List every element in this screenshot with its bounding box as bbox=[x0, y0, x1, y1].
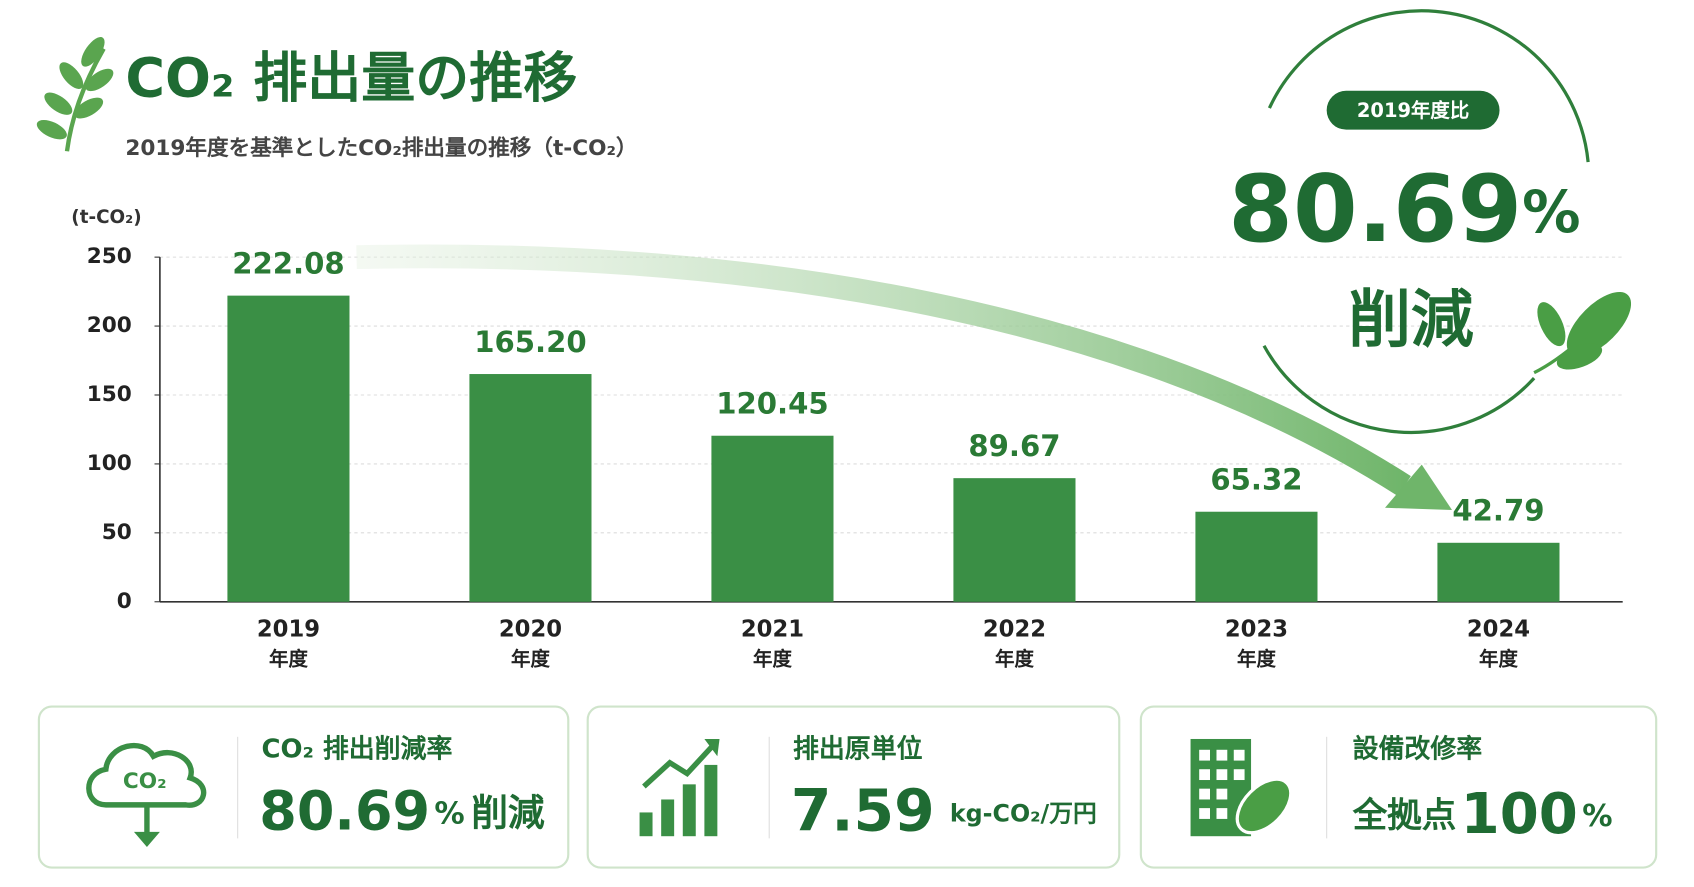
y-tick-label: 150 bbox=[87, 382, 132, 407]
bar bbox=[1195, 511, 1318, 602]
bar bbox=[711, 435, 834, 602]
trend-arrow bbox=[356, 244, 1411, 497]
bar bbox=[1437, 542, 1560, 602]
callout-badge: 2019年度比 bbox=[1357, 99, 1469, 122]
card-unit: kg-CO₂/万円 bbox=[950, 799, 1097, 827]
chart-subtitle: 2019年度を基準としたCO₂排出量の推移（t-CO₂） bbox=[125, 135, 637, 161]
callout-unit: % bbox=[1522, 178, 1580, 246]
cloud-icon bbox=[86, 742, 207, 848]
trend-arrowhead bbox=[1385, 464, 1452, 510]
callout-label: 削減 bbox=[1348, 283, 1474, 356]
callout: 2019年度比 80.69% 削減 bbox=[1228, 9, 1632, 435]
card-title: CO₂ 排出削減率 bbox=[261, 733, 452, 764]
x-tick-label: 2021 bbox=[741, 616, 804, 642]
x-tick-suffix: 年度 bbox=[511, 648, 550, 671]
bar bbox=[953, 478, 1076, 602]
card-value-text: 7.59 kg-CO₂/万円 bbox=[791, 777, 1097, 845]
chart-title: CO₂ 排出量の推移 bbox=[125, 47, 577, 110]
card-value: 7.59 bbox=[791, 777, 935, 845]
card-value-text: 全拠点100% bbox=[1352, 781, 1613, 846]
building-icon bbox=[1190, 738, 1293, 837]
card-title: 排出原単位 bbox=[793, 733, 923, 764]
x-tick-suffix: 年度 bbox=[753, 648, 792, 671]
card-unit: % bbox=[434, 796, 464, 831]
callout-value-text: 80.69% bbox=[1228, 155, 1580, 263]
y-tick-label: 0 bbox=[117, 589, 132, 614]
card bbox=[37, 705, 570, 869]
card-value: 100 bbox=[1461, 781, 1578, 846]
y-tick-label: 100 bbox=[87, 451, 132, 476]
plot-area: 0 50 100 150 200 250 222.08 2019 年度 165.20 2020 年度 1… bbox=[87, 244, 1623, 671]
bar bbox=[469, 374, 592, 602]
card-value-text: 80.69% 削減 bbox=[259, 779, 545, 842]
x-tick-suffix: 年度 bbox=[269, 648, 308, 671]
card-suffix: 削減 bbox=[471, 791, 545, 834]
y-tick-label: 250 bbox=[87, 244, 132, 269]
value-label: 42.79 bbox=[1452, 494, 1544, 528]
x-tick-suffix: 年度 bbox=[1479, 648, 1518, 671]
x-tick-suffix: 年度 bbox=[1237, 648, 1276, 671]
x-tick-suffix: 年度 bbox=[995, 648, 1034, 671]
leaf-icon bbox=[36, 37, 114, 152]
x-tick-label: 2024 bbox=[1467, 616, 1530, 642]
y-axis-label: (t-CO₂) bbox=[71, 207, 141, 228]
callout-value: 80.69 bbox=[1228, 155, 1522, 263]
card bbox=[586, 705, 1121, 869]
growth-icon bbox=[639, 738, 720, 837]
x-tick-label: 2020 bbox=[499, 616, 562, 642]
y-tick-label: 200 bbox=[87, 313, 132, 338]
value-label: 65.32 bbox=[1210, 462, 1302, 496]
card-icon-text: CO₂ bbox=[123, 769, 167, 794]
x-tick-label: 2022 bbox=[983, 616, 1046, 642]
x-tick-label: 2023 bbox=[1225, 616, 1288, 642]
card-unit: % bbox=[1582, 798, 1612, 833]
value-label: 165.20 bbox=[474, 325, 587, 359]
value-label: 89.67 bbox=[968, 429, 1060, 463]
value-label: 222.08 bbox=[232, 246, 345, 280]
card-value: 80.69 bbox=[259, 779, 430, 842]
y-tick-label: 50 bbox=[102, 520, 132, 545]
card-title: 設備改修率 bbox=[1353, 733, 1483, 764]
card-prefix: 全拠点 bbox=[1352, 795, 1457, 835]
value-label: 120.45 bbox=[716, 386, 829, 420]
bar bbox=[227, 295, 350, 602]
x-tick-label: 2019 bbox=[257, 616, 320, 642]
